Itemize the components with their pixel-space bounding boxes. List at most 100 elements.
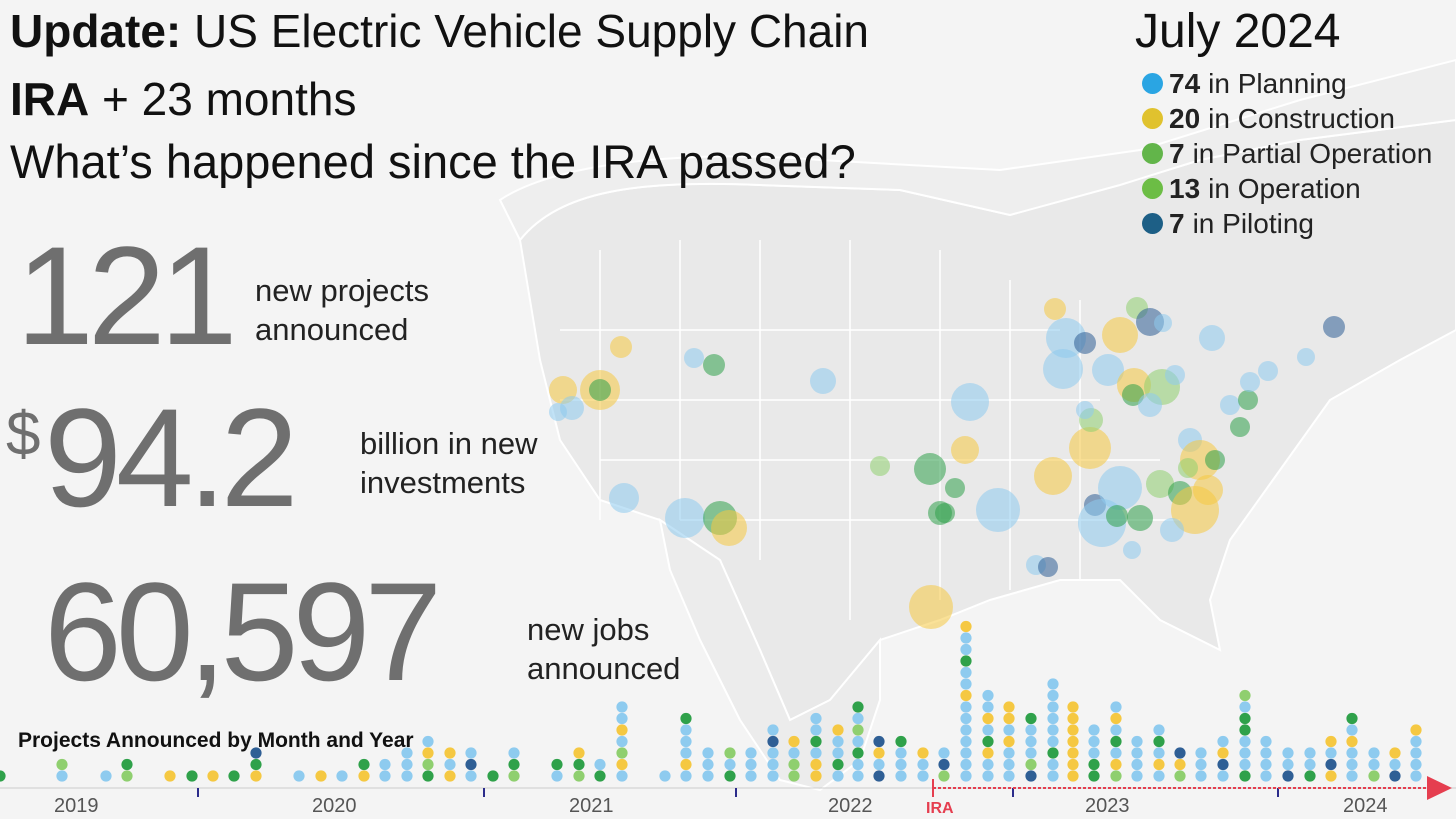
project-bubble [1193, 475, 1223, 505]
timeline-dot [852, 712, 864, 725]
timeline-dot [1110, 735, 1122, 748]
timeline-dot [810, 747, 822, 759]
timeline-dot [573, 758, 585, 771]
timeline-dot [1195, 758, 1207, 771]
timeline-dot [1217, 735, 1229, 748]
timeline-dot [767, 770, 779, 782]
timeline-dot [1325, 735, 1337, 748]
timeline-dot [1153, 735, 1165, 748]
project-bubble [1076, 401, 1094, 419]
timeline-dot [1131, 770, 1143, 782]
timeline-dot [1174, 770, 1186, 782]
timeline-dot [1239, 724, 1251, 736]
timeline-dot [1067, 701, 1079, 713]
timeline-dot [1131, 747, 1143, 759]
timeline-dot [1346, 712, 1358, 725]
timeline-dot [1025, 770, 1037, 782]
timeline-dot [1047, 735, 1059, 748]
project-bubble [1238, 390, 1258, 410]
timeline-dot [1410, 724, 1422, 736]
year-label-2020: 2020 [312, 795, 357, 817]
timeline-dot [293, 770, 305, 782]
timeline-dot [1025, 758, 1037, 771]
project-bubble [1154, 314, 1172, 332]
timeline-dot [401, 747, 413, 759]
project-bubble [1092, 354, 1124, 386]
timeline-dot [745, 747, 757, 759]
project-bubble [1122, 384, 1144, 406]
timeline-title: Projects Announced by Month and Year [18, 729, 414, 752]
project-bubble [1258, 361, 1278, 381]
timeline-dot [1067, 747, 1079, 759]
project-bubble [1106, 505, 1128, 527]
timeline-dot [379, 770, 391, 782]
timeline-dot [0, 770, 6, 782]
timeline-dot [1260, 747, 1272, 759]
timeline-dot [659, 770, 671, 782]
timeline-dot [960, 678, 972, 690]
timeline-dot [1047, 747, 1059, 759]
jobs-caption-line-2: announced [527, 651, 681, 686]
timeline-dot [1239, 712, 1251, 725]
timeline-dot [1325, 770, 1337, 782]
timeline-dot [1067, 724, 1079, 736]
project-bubble [1043, 349, 1083, 389]
project-bubble [1146, 470, 1174, 498]
timeline-dot [1110, 701, 1122, 713]
timeline-dot [1239, 747, 1251, 759]
project-bubble [1230, 417, 1250, 437]
project-bubble [1123, 541, 1141, 559]
project-bubble [1138, 393, 1162, 417]
timeline-dot [1025, 724, 1037, 736]
legend-label: in Partial Operation [1192, 137, 1433, 169]
timeline-dot [401, 758, 413, 771]
timeline-dot [1047, 724, 1059, 736]
timeline-dot [551, 758, 563, 771]
timeline-dot [444, 770, 456, 782]
timeline-dot [767, 724, 779, 736]
timeline-dot [616, 770, 628, 782]
timeline-dot [508, 758, 520, 771]
year-label-2022: 2022 [828, 795, 873, 817]
project-bubble [665, 498, 705, 538]
timeline-dot [1067, 712, 1079, 725]
timeline-dot [810, 724, 822, 736]
arrow-right-icon [1427, 776, 1452, 800]
timeline-dot [960, 770, 972, 782]
timeline-dot [917, 770, 929, 782]
timeline-dot [616, 758, 628, 771]
timeline-dot [465, 770, 477, 782]
timeline-dot [767, 735, 779, 748]
timeline-dot [832, 724, 844, 736]
timeline-dot [960, 632, 972, 644]
timeline-dot [724, 747, 736, 759]
timeline-dot [1304, 770, 1316, 782]
timeline-dot [745, 770, 757, 782]
timeline-dot [1003, 724, 1015, 736]
timeline-dot [982, 758, 994, 771]
timeline-dot [1088, 758, 1100, 771]
timeline-dot [788, 735, 800, 748]
timeline-dot [788, 770, 800, 782]
timeline-dot [1003, 735, 1015, 748]
project-bubble [914, 453, 946, 485]
timeline-dot [832, 758, 844, 771]
timeline-dot [852, 701, 864, 713]
timeline-dot [422, 758, 434, 771]
timeline-dot [573, 770, 585, 782]
timeline-dot [852, 758, 864, 771]
timeline-dot [1047, 712, 1059, 725]
timeline-dot [852, 735, 864, 748]
legend-item: 7 in Partial Operation [1142, 136, 1432, 171]
legend-item: 74 in Planning [1142, 66, 1432, 101]
timeline-dot [444, 758, 456, 771]
timeline-dot [767, 747, 779, 759]
project-bubble [609, 483, 639, 513]
timeline-dot [917, 758, 929, 771]
timeline-dot [895, 758, 907, 771]
timeline-dot [960, 712, 972, 725]
timeline-dot [1410, 758, 1422, 771]
projects-caption-line-1: new projects [255, 273, 430, 308]
timeline-dot [1003, 758, 1015, 771]
